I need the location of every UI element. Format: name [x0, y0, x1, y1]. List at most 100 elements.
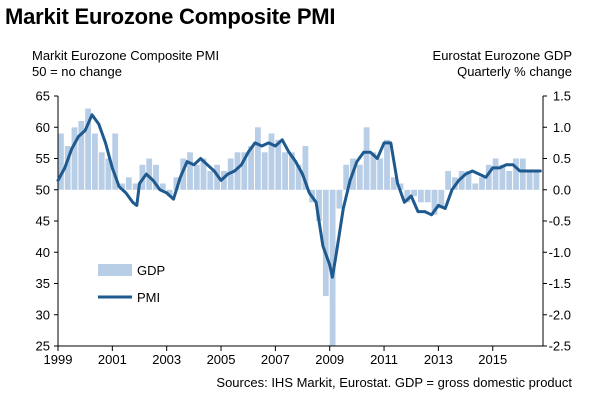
left-tick-label: 65 — [36, 89, 50, 104]
legend-pmi-label: PMI — [137, 290, 160, 305]
gdp-bar — [343, 164, 350, 190]
gdp-bar — [533, 171, 540, 190]
pmi-line — [56, 113, 542, 279]
gdp-bar — [445, 171, 451, 190]
source-note: Sources: IHS Markit, Eurostat. GDP = gro… — [216, 375, 572, 390]
left-tick-label: 50 — [36, 182, 50, 197]
right-tick-label: 0.0 — [553, 182, 571, 197]
gdp-bar — [390, 177, 397, 190]
gdp-bar — [261, 152, 268, 190]
gdp-bar — [506, 171, 513, 190]
gdp-bar — [241, 152, 248, 190]
right-tick-label: 1.0 — [553, 120, 571, 135]
left-tick-label: 30 — [36, 307, 50, 322]
gdp-bar — [234, 152, 241, 190]
gdp-bar — [207, 171, 214, 190]
gdp-bar — [78, 121, 85, 190]
right-tick-label: 0.5 — [553, 151, 571, 166]
left-tick-label: 45 — [36, 214, 50, 229]
left-tick-label: 40 — [36, 245, 50, 260]
gdp-bar — [71, 127, 78, 190]
right-axis-title-line-1: Eurostat Eurozone GDP — [432, 48, 572, 63]
gdp-bar — [458, 171, 465, 190]
gdp-bar — [513, 158, 519, 190]
gdp-bar — [275, 139, 282, 190]
gdp-bar — [404, 189, 411, 203]
gdp-bar — [268, 133, 275, 190]
gdp-bar — [322, 189, 329, 297]
gdp-bar — [397, 183, 404, 190]
gdp-bar — [418, 189, 424, 203]
gdp-bar — [295, 164, 302, 190]
gdp-bar — [173, 177, 180, 190]
gdp-bar — [58, 133, 64, 190]
gdp-bar — [187, 152, 193, 190]
gdp-bar — [85, 108, 91, 190]
gdp-bar — [465, 171, 472, 190]
gdp-bar — [431, 189, 438, 215]
chart-title: Markit Eurozone Composite PMI — [5, 4, 336, 29]
gdp-bar — [302, 146, 309, 190]
gdp-bar — [92, 133, 98, 190]
legend-gdp-label: GDP — [137, 263, 165, 278]
x-tick-label: 2003 — [152, 352, 181, 367]
gdp-bar — [438, 189, 445, 209]
x-tick-label: 2001 — [98, 352, 127, 367]
right-axis-title-line-2: Quarterly % change — [457, 64, 572, 79]
x-tick-label: 2013 — [424, 352, 453, 367]
right-axis-title: Eurostat Eurozone GDP Quarterly % change — [433, 48, 572, 80]
left-tick-label: 35 — [36, 276, 50, 291]
gdp-bar — [424, 189, 431, 203]
gdp-bar — [255, 127, 261, 190]
gdp-bar — [64, 146, 71, 190]
gdp-bar — [499, 164, 506, 190]
gdp-bar — [159, 183, 166, 190]
gdp-bar — [112, 133, 119, 190]
left-axis-title: Markit Eurozone Composite PMI 50 = no ch… — [32, 48, 219, 80]
x-tick-label: 2015 — [478, 352, 507, 367]
right-tick-label: -2.5 — [549, 339, 571, 354]
gdp-bar — [363, 127, 370, 190]
left-axis-title-line-1: Markit Eurozone Composite PMI — [32, 48, 220, 63]
gdp-bar — [282, 152, 288, 190]
gdp-bar — [248, 146, 254, 190]
left-axis-title-line-2: 50 = no change — [32, 64, 122, 79]
gdp-bar — [370, 152, 377, 190]
gdp-bar — [492, 158, 499, 190]
left-tick-label: 60 — [36, 120, 50, 135]
x-tick-label: 2007 — [261, 352, 290, 367]
gdp-bar — [289, 152, 295, 190]
gdp-bar — [132, 183, 139, 190]
x-tick-label: 2005 — [207, 352, 236, 367]
gdp-bar — [411, 189, 417, 197]
gdp-bar — [221, 171, 227, 190]
gdp-bar — [153, 164, 159, 190]
right-tick-label: -1.5 — [549, 276, 571, 291]
gdp-bar — [377, 158, 384, 190]
gdp-bar — [356, 164, 363, 190]
gdp-bar — [526, 171, 533, 190]
right-tick-label: -1.0 — [549, 245, 571, 260]
left-tick-label: 25 — [36, 339, 50, 354]
left-tick-label: 55 — [36, 151, 50, 166]
gdp-bar — [105, 158, 112, 190]
x-tick-label: 2009 — [315, 352, 344, 367]
legend-gdp-swatch — [98, 264, 132, 276]
right-tick-label: -2.0 — [549, 307, 571, 322]
x-tick-label: 1999 — [44, 352, 73, 367]
gdp-bar — [336, 189, 343, 209]
chart-legend: GDP PMI — [98, 263, 165, 305]
gdp-bar — [193, 164, 200, 190]
gdp-bar — [472, 183, 479, 190]
gdp-bar — [200, 158, 207, 190]
gdp-bar — [479, 177, 485, 190]
right-tick-label: -0.5 — [549, 214, 571, 229]
right-tick-label: 1.5 — [553, 89, 571, 104]
gdp-bar — [125, 177, 132, 190]
gdp-bar — [146, 158, 153, 190]
gdp-bar — [519, 158, 526, 190]
gdp-bar — [119, 183, 125, 190]
x-tick-label: 2011 — [370, 352, 398, 367]
gdp-bar — [166, 189, 173, 197]
